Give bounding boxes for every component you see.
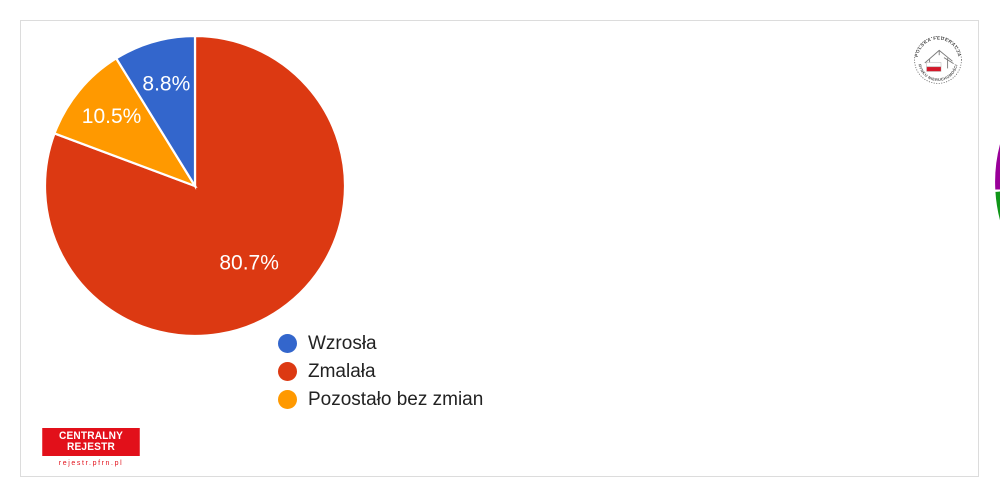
right-pie-chart[interactable]: 35.3%9%16.7%25.8%: [992, 30, 1000, 340]
legend-item-label: Wzrosła: [308, 333, 377, 354]
centralny-rejestr-title: CENTRALNY REJESTR: [42, 428, 140, 456]
centralny-rejestr-url: rejestr.pfrn.pl: [58, 460, 124, 467]
polish-flag-icon: [926, 62, 942, 72]
legend-swatch-icon: [278, 390, 297, 409]
right-chart-panel: 35.3%9%16.7%25.8% 01 - 2021 - 4041 - 606…: [490, 0, 1000, 500]
legend-swatch-icon: [278, 362, 297, 381]
legend-item[interactable]: Pozostało bez zmian: [278, 390, 483, 409]
pfrn-logo[interactable]: POLSKA FEDERACJA RYNKU NIERUCHOMOŚCI: [908, 30, 968, 90]
pie-slice-label: 8.8%: [142, 73, 190, 96]
legend-item[interactable]: Zmalała: [278, 362, 483, 381]
legend-item-label: Pozostało bez zmian: [308, 389, 484, 410]
left-chart-panel: 80.7% 10.5% 8.8% Wzrosła Zmalała Pozostało b…: [43, 28, 483, 418]
legend-swatch-icon: [278, 334, 297, 353]
pfrn-dotted-ring-icon: [914, 36, 962, 84]
pie-slice[interactable]: [993, 182, 1000, 317]
pfrn-logo-disc: [911, 33, 965, 87]
pie-slice[interactable]: [992, 32, 1000, 192]
pie-slice[interactable]: [53, 56, 198, 189]
pie-slice[interactable]: [114, 34, 197, 190]
left-pie-chart[interactable]: 80.7% 10.5%8.8%: [43, 28, 363, 348]
pie-slice-label: 10.5%: [82, 105, 142, 128]
pie-slice-label: 80.7%: [219, 252, 279, 275]
left-pie-legend: Wzrosła Zmalała Pozostało bez zmian: [278, 334, 483, 418]
legend-item[interactable]: Wzrosła: [278, 334, 483, 353]
centralny-rejestr-logo[interactable]: CENTRALNY REJESTR rejestr.pfrn.pl: [38, 428, 144, 468]
legend-item-label: Zmalała: [308, 361, 376, 382]
